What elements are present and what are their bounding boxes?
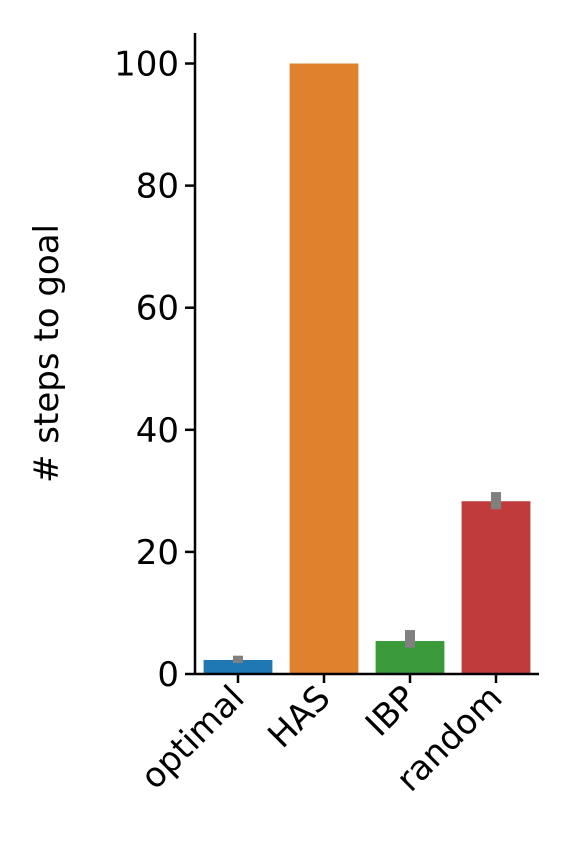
y-tick-label: 80 (136, 167, 179, 207)
y-ticks-group: 0 20 40 60 80 100 (114, 45, 195, 695)
x-tick-label-ibp: IBP (358, 678, 424, 744)
bars-group (203, 63, 531, 675)
y-tick-label: 0 (157, 655, 179, 695)
y-tick-label: 60 (136, 289, 179, 329)
y-tick-label: 40 (136, 411, 179, 451)
bar-has (289, 63, 359, 675)
x-tick-label-optimal: optimal (133, 678, 252, 797)
x-tick-label-has: HAS (260, 678, 338, 756)
bar-optimal (203, 659, 273, 674)
y-tick-label: 20 (136, 533, 179, 573)
error-bars-group (233, 492, 501, 664)
bar-random (461, 501, 531, 674)
y-axis-title: # steps to goal (27, 224, 67, 483)
y-tick-label: 100 (114, 45, 179, 85)
